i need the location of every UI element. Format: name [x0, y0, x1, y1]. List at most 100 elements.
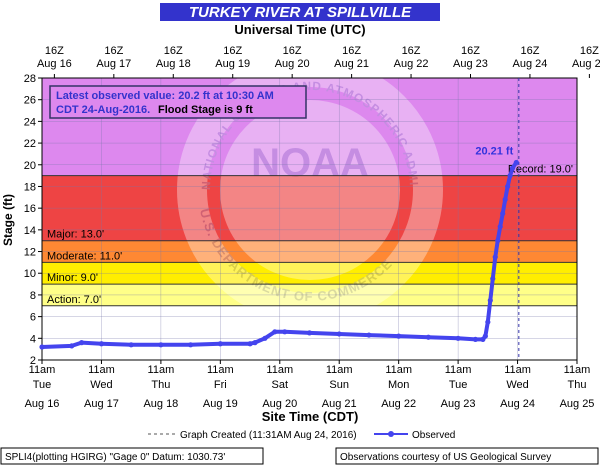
- threshold-label-minor: Minor: 9.0': [47, 272, 98, 284]
- legend-observed-label: Observed: [412, 430, 455, 441]
- top-tick-date: Aug 21: [334, 58, 369, 70]
- bottom-tick-time: 11am: [445, 364, 472, 376]
- observed-point: [39, 344, 45, 350]
- watermark-disc: [220, 100, 400, 280]
- observed-point: [502, 196, 508, 203]
- observed-point: [396, 333, 402, 339]
- bottom-tick-date: Aug 25: [560, 398, 595, 410]
- bottom-tick-time: 11am: [326, 364, 353, 376]
- watermark-noaa-text: NOAA: [251, 141, 369, 185]
- threshold-label-moderate: Moderate: 11.0': [47, 250, 122, 262]
- observed-point: [507, 173, 513, 179]
- bottom-tick-day: Mon: [388, 379, 409, 391]
- bottom-tick-date: Aug 17: [84, 398, 119, 410]
- top-axis-title: Universal Time (UTC): [234, 22, 365, 37]
- top-tick-hour: 16Z: [580, 45, 599, 57]
- y-tick-label: 6: [30, 312, 36, 324]
- bottom-tick-date: Aug 24: [500, 398, 535, 410]
- bottom-tick-day: Thu: [151, 379, 170, 391]
- bottom-axis-title: Site Time (CDT): [262, 409, 359, 424]
- legend-observed-marker: [388, 431, 394, 437]
- footer-right: Observations courtesy of US Geological S…: [340, 452, 551, 463]
- top-tick-date: Aug 16: [37, 58, 72, 70]
- observed-point: [217, 341, 223, 347]
- threshold-label-action: Action: 7.0': [47, 294, 101, 306]
- y-tick-label: 20: [24, 160, 36, 172]
- observed-point: [158, 342, 164, 348]
- observed-point: [128, 342, 134, 348]
- y-tick-label: 16: [24, 203, 36, 215]
- observed-point: [188, 342, 194, 348]
- bottom-tick-date: Aug 22: [381, 398, 416, 410]
- y-tick-label: 28: [24, 73, 36, 85]
- observed-point: [306, 330, 313, 336]
- observed-point: [490, 276, 496, 282]
- bottom-tick-time: 11am: [564, 364, 591, 376]
- bottom-tick-day: Wed: [90, 379, 112, 391]
- observed-point: [98, 341, 105, 347]
- observed-point: [252, 340, 258, 346]
- observed-series-line: [40, 160, 519, 349]
- info-line-2-flood: Flood Stage is 9 ft: [158, 104, 253, 116]
- chart-title: TURKEY RIVER AT SPILLVILLE: [189, 4, 412, 21]
- bottom-tick-time: 11am: [207, 364, 234, 376]
- top-tick-date: Aug 20: [275, 58, 310, 70]
- top-tick-date: Aug 19: [215, 58, 250, 70]
- threshold-label-record: Record: 19.0': [508, 164, 573, 176]
- threshold-label-major: Major: 13.0': [47, 229, 104, 241]
- top-tick-hour: 16Z: [342, 45, 361, 57]
- top-tick-date: Aug 18: [156, 58, 191, 70]
- bottom-tick-time: 11am: [88, 364, 115, 376]
- observed-point: [492, 254, 498, 260]
- observed-point: [495, 238, 501, 244]
- top-tick-date: Aug 25: [572, 58, 600, 70]
- bottom-tick-day: Sun: [329, 379, 349, 391]
- top-tick-hour: 16Z: [104, 45, 123, 57]
- bottom-tick-day: Tue: [449, 379, 468, 391]
- peak-value-label: 20.21 ft: [475, 145, 513, 157]
- top-tick-hour: 16Z: [223, 45, 242, 57]
- bottom-tick-day: Sat: [272, 379, 289, 391]
- y-tick-label: 14: [24, 225, 36, 237]
- observed-point: [272, 329, 278, 335]
- y-tick-label: 2: [30, 355, 36, 367]
- observed-point: [366, 332, 372, 338]
- observed-point: [497, 223, 503, 230]
- y-tick-label: 26: [24, 95, 36, 107]
- observed-point: [485, 319, 491, 325]
- bottom-tick-time: 11am: [266, 364, 293, 376]
- bottom-tick-date: Aug 19: [203, 398, 238, 410]
- bottom-tick-date: Aug 16: [25, 398, 60, 410]
- observed-point: [425, 334, 431, 340]
- bottom-tick-day: Tue: [33, 379, 52, 391]
- observed-point: [500, 210, 506, 217]
- top-tick-hour: 16Z: [164, 45, 183, 57]
- top-tick-hour: 16Z: [520, 45, 539, 57]
- footer-right-box: [335, 447, 599, 465]
- footer-left: SPLI4(plotting HGIRG) "Gage 0" Datum: 10…: [5, 452, 225, 463]
- bottom-tick-day: Fri: [214, 379, 227, 391]
- plot-border: [41, 77, 578, 361]
- y-tick-label: 8: [30, 290, 36, 302]
- bottom-tick-day: Wed: [506, 379, 528, 391]
- top-tick-date: Aug 17: [96, 58, 131, 70]
- bottom-tick-time: 11am: [29, 364, 56, 376]
- info-line-2-date: CDT 24-Aug-2016.: [56, 104, 150, 116]
- bottom-tick-time: 11am: [385, 364, 412, 376]
- observed-point: [472, 336, 479, 342]
- bottom-tick-date: Aug 20: [262, 398, 297, 410]
- bottom-tick-day: Thu: [568, 379, 587, 391]
- top-tick-date: Aug 23: [453, 58, 488, 70]
- y-tick-label: 24: [24, 116, 36, 128]
- observed-point: [69, 343, 75, 349]
- top-tick-date: Aug 24: [513, 58, 548, 70]
- observed-point: [505, 183, 511, 190]
- y-tick-label: 18: [24, 181, 36, 193]
- legend-created-label: Graph Created (11:31AM Aug 24, 2016): [180, 430, 357, 441]
- bottom-tick-date: Aug 21: [322, 398, 357, 410]
- bottom-tick-time: 11am: [504, 364, 531, 376]
- footer-left-box: [0, 447, 264, 465]
